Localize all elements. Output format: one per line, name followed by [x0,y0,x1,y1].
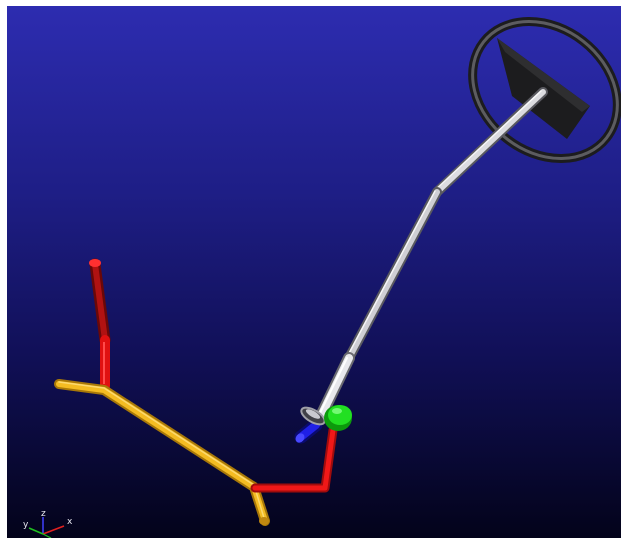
y-axis-line [28,527,44,535]
pitman-links[interactable] [89,258,111,391]
pinion-cylinder[interactable] [294,418,323,444]
steering-wheel-rim-highlight [471,19,619,161]
steering-column-upper[interactable] [432,87,548,197]
tie-rod[interactable] [54,379,270,526]
axis-triad: z x y [23,510,73,538]
universal-joint[interactable] [299,404,328,427]
rack-link[interactable] [250,425,338,493]
x-axis-line [42,525,65,535]
x-axis-label: x [67,517,73,527]
y-axis-label: y [23,520,29,530]
y-axis-tick [42,533,52,538]
model-scene[interactable] [7,6,621,538]
pinion-gear[interactable] [324,405,352,431]
3d-viewport[interactable]: z x y [7,6,621,538]
steering-wheel[interactable] [445,6,621,187]
z-axis-label: z [41,510,46,519]
steering-column-lower[interactable] [314,187,442,424]
steering-wheel-hub-face [497,38,590,112]
